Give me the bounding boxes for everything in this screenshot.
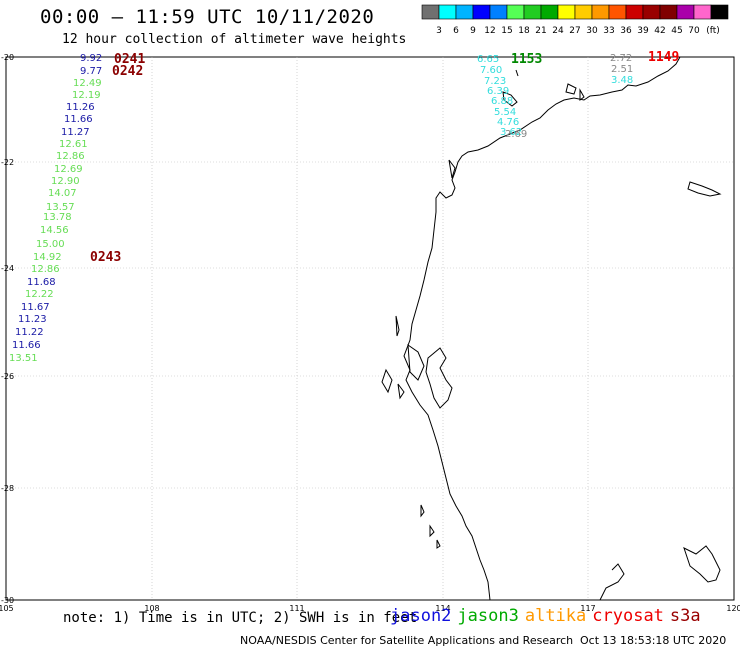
latitude-tick-label: -22 <box>1 158 14 167</box>
wave-height-value: 13.78 <box>43 212 72 223</box>
colorbar-tick-label: 70 <box>688 26 700 36</box>
longitude-tick-label: 108 <box>144 604 159 613</box>
wave-height-value: 13.51 <box>9 353 38 364</box>
colorbar-tick-label: 39 <box>637 26 649 36</box>
latitude-tick-label: -24 <box>1 264 14 273</box>
colorbar-tick-label: 9 <box>470 26 476 36</box>
wave-height-value: 15.00 <box>36 239 65 250</box>
longitude-tick-label: 105 <box>0 604 14 613</box>
wave-height-value: 12.19 <box>72 90 101 101</box>
wave-height-value: 14.07 <box>48 188 77 199</box>
legend-jason3: jason3 <box>457 606 519 626</box>
coastline <box>381 56 722 601</box>
wave-height-value: 13.57 <box>46 202 75 213</box>
chart-subtitle: 12 hour collection of altimeter wave hei… <box>62 32 407 47</box>
pass-time-label: 1153 <box>511 52 542 67</box>
wave-height-value: 6.39 <box>487 86 509 97</box>
legend-jason2: jason2 <box>390 606 452 626</box>
chart-title: 00:00 – 11:59 UTC 10/11/2020 <box>40 6 375 28</box>
colorbar-tick-label: 30 <box>586 26 598 36</box>
wave-height-value: 12.69 <box>54 164 83 175</box>
colorbar-swatch <box>710 4 729 20</box>
wave-height-value: 12.22 <box>25 289 54 300</box>
color-scale-bar: 3 6 9 12 15 18 21 24 27 30 33 36 39 42 45 70 (ft) <box>421 4 729 36</box>
grid-lines <box>6 57 734 600</box>
latitude-tick-label: -30 <box>1 596 14 605</box>
legend-altika: altika <box>524 606 587 626</box>
wave-height-value: 11.26 <box>66 102 95 113</box>
colorbar-tick-label: 33 <box>603 26 614 36</box>
wave-height-value: 12.86 <box>56 151 85 162</box>
wave-height-value: 11.27 <box>61 127 90 138</box>
wave-height-value: 2.51 <box>611 64 633 75</box>
wave-height-labels: 9.929.7712.4912.1911.2611.6611.2712.6112… <box>9 53 633 364</box>
wave-height-value: 5.54 <box>494 107 516 118</box>
latitude-tick-label: -28 <box>1 484 14 493</box>
wave-height-value: 11.66 <box>12 340 41 351</box>
colorbar-tick-label: 24 <box>552 26 564 36</box>
pass-time-label: 0242 <box>112 64 143 79</box>
generated-timestamp: Oct 13 18:53:18 UTC 2020 <box>580 634 727 647</box>
wave-height-value: 6.65 <box>477 54 499 65</box>
wave-height-value: 11.67 <box>21 302 50 313</box>
wave-height-value: 2.69 <box>505 129 527 140</box>
wave-height-value: 11.68 <box>27 277 56 288</box>
pass-time-label: 1149 <box>648 50 679 65</box>
colorbar-unit: (ft) <box>706 26 720 36</box>
colorbar-tick-label: 6 <box>453 26 459 36</box>
wave-height-value: 11.23 <box>18 314 47 325</box>
latitude-tick-label: -20 <box>1 53 14 62</box>
wave-height-value: 11.22 <box>15 327 44 338</box>
colorbar-tick-label: 27 <box>569 26 580 36</box>
longitude-tick-label: 114 <box>435 604 450 613</box>
satellite-legend: jason2 jason3 altika cryosat s3a <box>390 606 707 626</box>
longitude-tick-label: 117 <box>580 604 595 613</box>
wave-height-value: 9.77 <box>80 66 102 77</box>
wave-height-value: 6.88 <box>491 96 513 107</box>
wave-height-value: 12.86 <box>31 264 60 275</box>
wave-height-value: 7.23 <box>484 76 506 87</box>
longitude-tick-label: 120 <box>726 604 740 613</box>
latitude-tick-label: -26 <box>1 372 14 381</box>
legend-cryosat: cryosat <box>592 606 664 626</box>
credit-line: NOAA/NESDIS Center for Satellite Applica… <box>240 634 574 647</box>
colorbar-tick-label: 18 <box>518 26 530 36</box>
colorbar-tick-label: 36 <box>620 26 632 36</box>
wave-height-value: 12.61 <box>59 139 88 150</box>
colorbar-tick-label: 15 <box>501 26 512 36</box>
colorbar-tick-label: 21 <box>535 26 546 36</box>
pass-time-label: 0243 <box>90 250 121 265</box>
axis-tick-labels: 105 108 111 114 117 120 -20 -22 -24 -26 -28 -30 <box>0 53 740 613</box>
colorbar-tick-label: 42 <box>654 26 665 36</box>
colorbar-tick-label: 3 <box>436 26 442 36</box>
wave-height-value: 3.48 <box>611 75 633 86</box>
wave-height-value: 9.92 <box>80 53 102 64</box>
wave-height-value: 11.66 <box>64 114 93 125</box>
map-frame <box>5 56 735 601</box>
wave-height-value: 14.56 <box>40 225 69 236</box>
wave-height-value: 7.60 <box>480 65 502 76</box>
colorbar-tick-label: 45 <box>671 26 682 36</box>
pass-time-label: 0241 <box>114 52 145 67</box>
legend-s3a: s3a <box>669 606 701 626</box>
wave-height-value: 12.90 <box>51 176 80 187</box>
wave-height-value: 2.72 <box>610 53 632 64</box>
colorbar-tick-label: 12 <box>484 26 495 36</box>
wave-height-value: 14.92 <box>33 252 62 263</box>
wave-height-value: 4.76 <box>497 117 519 128</box>
longitude-tick-label: 111 <box>289 604 304 613</box>
wave-height-value: 12.49 <box>73 78 102 89</box>
footer-note: note: 1) Time is in UTC; 2) SWH is in fe… <box>63 610 418 626</box>
wave-height-value: 3.62 <box>500 127 522 138</box>
